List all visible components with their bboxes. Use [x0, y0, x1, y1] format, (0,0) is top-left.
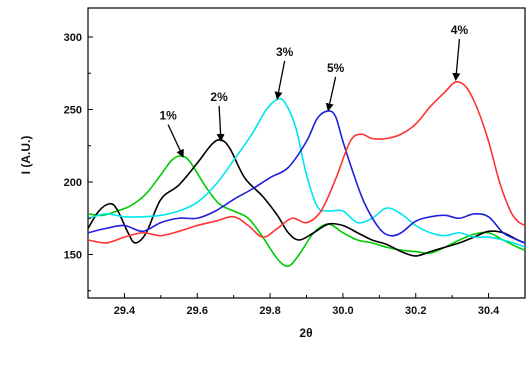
x-tick-label: 29.8	[259, 305, 280, 317]
y-tick-label: 200	[64, 177, 82, 189]
annotation-label: 3%	[276, 45, 294, 59]
y-axis-label: I (A.U.)	[19, 136, 33, 175]
x-axis-label: 2θ	[299, 326, 312, 340]
x-tick-label: 29.6	[187, 305, 208, 317]
series-line-3	[87, 97, 526, 248]
x-tick-label: 30.2	[405, 305, 426, 317]
series-line-2	[87, 138, 526, 257]
series-line-4	[87, 110, 526, 244]
series-line-1	[87, 155, 526, 267]
annotation-arrow	[325, 76, 337, 112]
x-tick-label: 29.4	[114, 305, 136, 317]
annotation-arrow	[452, 39, 461, 82]
annotation-label: 1%	[159, 109, 177, 123]
x-axis-ticks: 29.4 29.6 29.8 30.0 30.2 30.4	[114, 293, 500, 317]
annotation-label: 4%	[451, 23, 469, 37]
series-line-5	[87, 81, 526, 244]
annotation-label: 2%	[210, 90, 228, 104]
annotation-label: 5%	[327, 61, 345, 75]
y-tick-label: 250	[64, 105, 82, 117]
y-tick-label: 150	[64, 250, 82, 262]
x-tick-label: 30.4	[478, 305, 500, 317]
y-axis-ticks: 150 200 250 300	[64, 32, 93, 292]
annotation-arrow	[274, 60, 286, 100]
annotation-arrow	[216, 105, 225, 142]
annotation-layer: 1% 2% 3% 5% 4%	[159, 23, 469, 158]
annotation-arrow	[167, 124, 184, 158]
plot-frame	[87, 7, 526, 299]
series-layer	[87, 81, 526, 267]
y-tick-label: 300	[64, 32, 82, 44]
x-tick-label: 30.0	[332, 305, 353, 317]
